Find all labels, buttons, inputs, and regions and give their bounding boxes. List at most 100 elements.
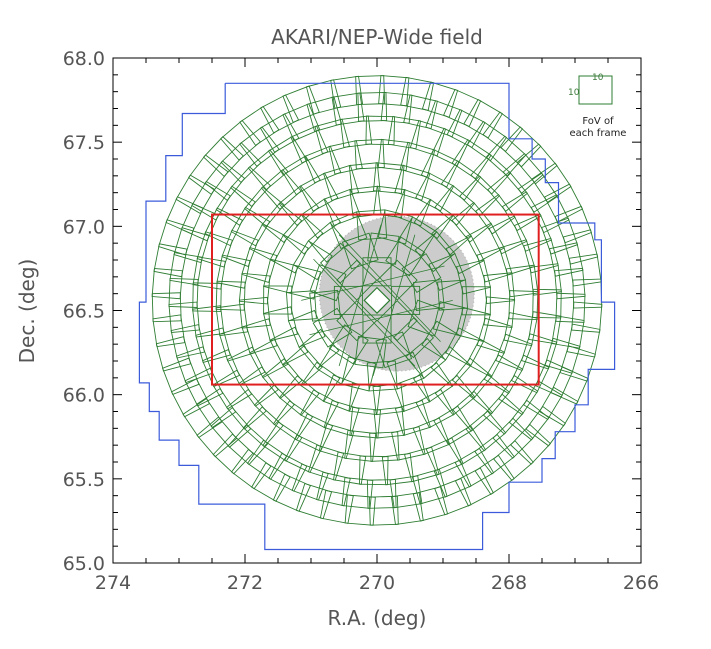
fov-legend-box: [578, 75, 613, 105]
frame-ring-7-frame: [332, 451, 367, 485]
frame-ring-4-frame: [455, 306, 491, 343]
frame-ring-2-frame: [328, 324, 369, 365]
frame-ring-8-frame: [220, 142, 262, 184]
y-tick-label: 65.0: [63, 553, 105, 575]
frame-ring-5-frame: [248, 223, 289, 263]
frame-ring-9-frame: [155, 336, 192, 372]
frame-ring-3-frame: [341, 356, 377, 392]
frame-ring-6-frame: [318, 423, 355, 460]
frame-ring-4-frame: [373, 185, 406, 219]
frame-ring-6-frame: [216, 254, 251, 289]
frame-ring-6-frame: [272, 400, 314, 441]
frame-ring-1-frame: [336, 300, 378, 342]
frame-ring-6-frame: [377, 138, 410, 171]
frame-ring-8-frame: [535, 359, 574, 398]
frame-ring-9-frame: [175, 174, 216, 215]
frame-track-line: [309, 300, 453, 336]
frame-ring-7-frame: [359, 455, 389, 486]
frame-ring-4-frame: [393, 374, 431, 413]
x-tick-label: 270: [359, 572, 395, 594]
frame-ring-7-frame: [381, 452, 415, 486]
rectangle-layer: [211, 213, 540, 386]
frame-ring-6-frame: [459, 175, 501, 217]
frame-ring-9-frame: [260, 94, 300, 134]
frame-ring-9-frame: [220, 119, 261, 161]
frame-ring-3-frame: [292, 240, 333, 281]
frame-ring-7-frame: [314, 118, 351, 155]
frame-ring-7-frame: [409, 120, 447, 157]
frame-ring-7-frame: [290, 125, 329, 164]
frame-ring-4-frame: [349, 185, 382, 218]
frame-ring-7-frame: [230, 166, 272, 208]
frame-ring-7-frame: [425, 437, 464, 476]
frame-ring-9-frame: [251, 462, 291, 502]
frame-ring-7-frame: [212, 369, 253, 410]
frame-ring-9-frame: [165, 196, 204, 235]
frame-ring-7-frame: [196, 231, 233, 268]
frame-ring-9-frame: [151, 292, 182, 323]
frame-ring-5-frame: [434, 374, 476, 416]
frame-ring-8-frame: [502, 152, 544, 194]
frame-ring-8-frame: [196, 388, 237, 429]
frame-ring-3-frame: [285, 290, 317, 322]
frame-ring-4-frame: [300, 361, 341, 403]
frame-ring-9-frame: [239, 105, 280, 147]
frame-ring-9-frame: [571, 301, 603, 333]
frame-ring-3-frame: [432, 301, 469, 337]
frame-ring-9-frame: [368, 495, 399, 526]
frame-ring-9-frame: [538, 386, 579, 427]
frame-ring-9-frame: [152, 314, 186, 348]
frame-ring-2-frame: [309, 289, 341, 322]
frame-ring-9-frame: [510, 423, 552, 465]
frame-ring-9-frame: [162, 357, 200, 396]
frame-ring-6-frame: [391, 426, 426, 461]
frame-ring-4-frame: [323, 188, 361, 227]
frame-ring-5-frame: [372, 162, 405, 194]
frame-ring-7-frame: [487, 171, 528, 212]
frame-ring-9-frame: [531, 162, 572, 203]
frame-ring-9-frame: [188, 154, 229, 195]
y-tick-label: 68.0: [63, 48, 105, 70]
x-tick-label: 266: [623, 572, 659, 594]
frame-ring-9-frame: [550, 366, 589, 405]
frame-ring-5-frame: [451, 357, 493, 399]
frame-ring-9-frame: [474, 454, 515, 495]
frame-ring-8-frame: [523, 380, 563, 420]
frame-ring-9-frame: [562, 229, 599, 265]
frame-ring-4-frame: [412, 362, 454, 403]
frame-ring-3-frame: [356, 209, 388, 241]
frame-ring-6-frame: [221, 229, 259, 268]
frame-ring-5-frame: [476, 246, 513, 283]
frame-ring-9-frame: [212, 433, 254, 475]
frame-ring-3-frame: [316, 344, 357, 385]
fov-legend-caption-1: FoV of: [582, 116, 614, 127]
frame-ring-5-frame: [465, 338, 506, 378]
frame-ring-7-frame: [192, 305, 225, 338]
frame-ring-8-frame: [306, 96, 343, 133]
frame-track-line: [338, 234, 441, 342]
frame-ring-2-frame: [354, 336, 387, 369]
x-tick-label: 268: [491, 572, 527, 594]
frame-ring-7-frame: [446, 425, 487, 466]
frame-ring-8-frame: [425, 100, 463, 138]
frame-ring-4-frame: [413, 198, 454, 240]
frame-ring-9-frame: [443, 88, 482, 128]
frame-ring-9-frame: [230, 448, 272, 490]
frame-ring-5-frame: [349, 406, 382, 439]
frame-ring-7-frame: [195, 327, 231, 363]
frame-ring-6-frame: [399, 141, 436, 178]
frame-ring-7-frame: [284, 434, 323, 473]
frame-ring-6-frame: [215, 280, 246, 311]
frame-ring-2-frame: [319, 242, 361, 284]
frame-ring-8-frame: [239, 126, 280, 167]
frame-ring-3-frame: [287, 309, 326, 348]
frame-ring-7-frame: [247, 149, 289, 191]
frame-ring-7-frame: [532, 288, 562, 319]
frame-ring-2-frame: [401, 253, 442, 293]
frame-ring-8-frame: [485, 135, 527, 177]
frame-ring-6-frame: [505, 264, 539, 298]
frame-ring-3-frame: [329, 211, 368, 250]
frame-ring-9-frame: [170, 378, 211, 418]
red-rectangle: [211, 213, 540, 386]
